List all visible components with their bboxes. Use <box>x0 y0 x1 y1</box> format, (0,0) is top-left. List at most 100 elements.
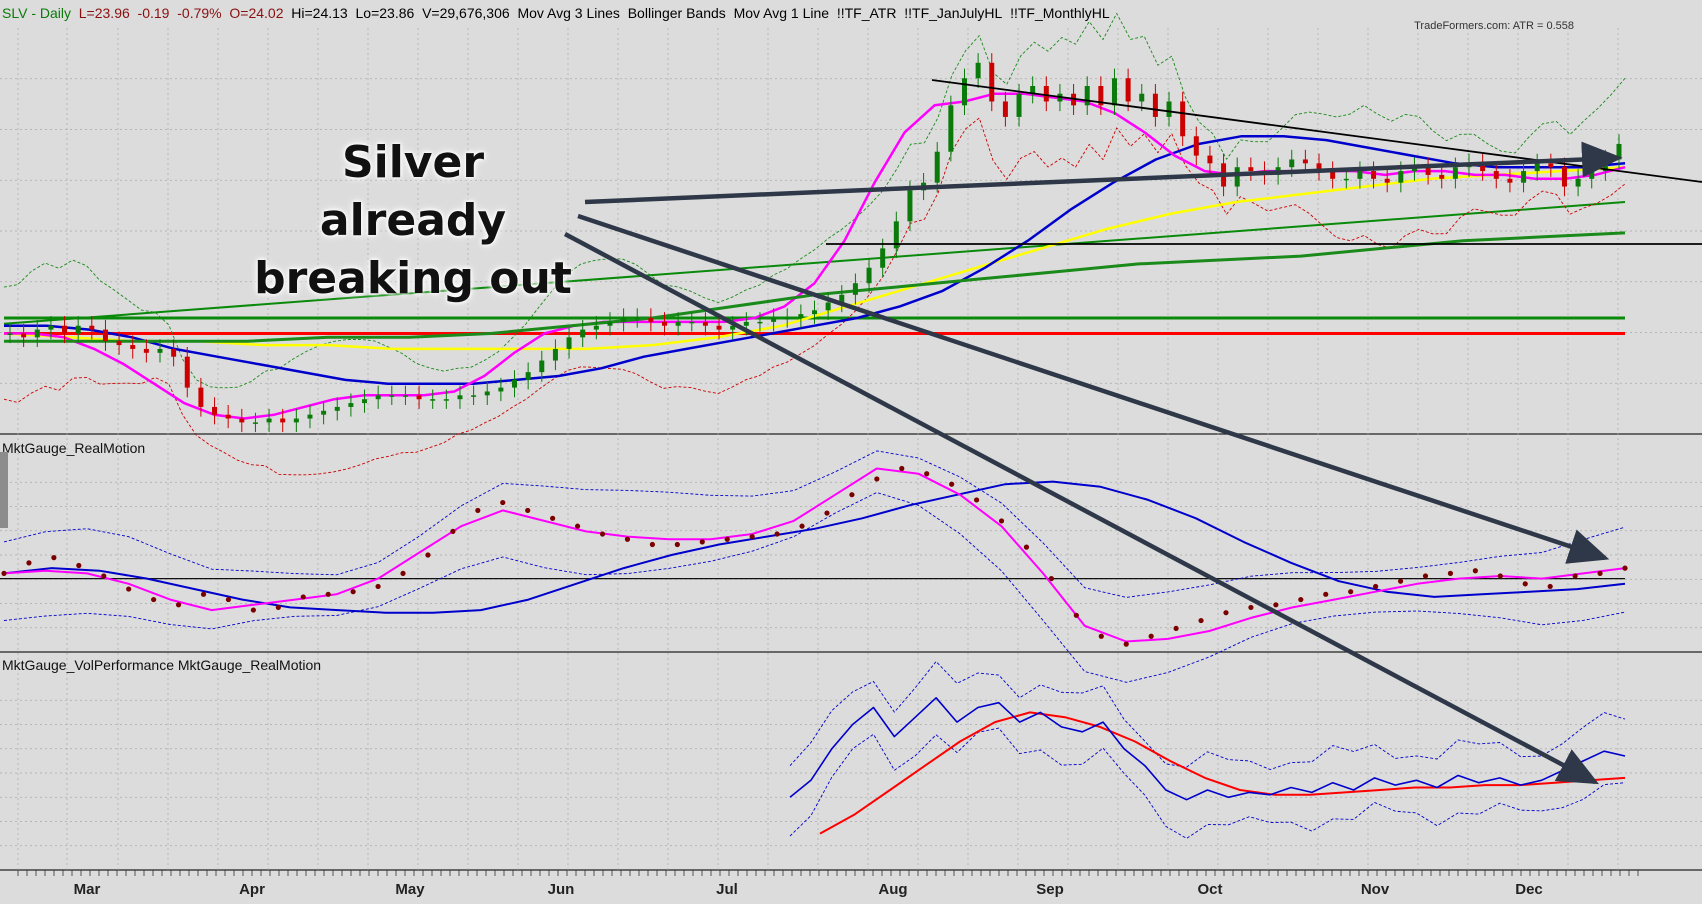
candle-body <box>566 337 572 349</box>
atr-note: TradeFormers.com: ATR = 0.558 <box>1414 20 1574 32</box>
long-term-support-line <box>3 201 1626 325</box>
month-label-dec: Dec <box>1515 881 1543 898</box>
candle-body <box>961 78 967 106</box>
candle-body <box>252 422 258 424</box>
candle-body <box>989 62 995 102</box>
realmotion-dot <box>1098 633 1104 639</box>
realmotion-dot <box>1397 578 1404 584</box>
candle-body <box>716 325 722 330</box>
candle-body <box>402 395 408 397</box>
candle-body <box>1166 101 1172 117</box>
candle-body <box>689 321 695 324</box>
candle-body <box>1193 136 1199 156</box>
candle-body <box>607 321 613 326</box>
realmotion-dot <box>974 497 980 503</box>
volperf-lower-band <box>789 727 1626 839</box>
candle-body <box>1152 93 1158 117</box>
realmotion-dot <box>1323 591 1329 597</box>
candle-body <box>130 345 136 349</box>
realmotion-dot <box>1622 565 1628 571</box>
candle-body <box>198 387 204 407</box>
realmotion-dot <box>1273 602 1279 608</box>
last-price: L=23.96 <box>78 5 130 21</box>
candle-body <box>1384 178 1390 183</box>
candle-body <box>1234 167 1240 187</box>
candle-body <box>648 318 654 322</box>
candle-body <box>1398 171 1404 183</box>
candle-body <box>1016 93 1022 117</box>
candle-body <box>1180 101 1186 137</box>
candle-body <box>1002 101 1008 117</box>
realmotion-dot <box>425 552 431 558</box>
realmotion-dot <box>1223 610 1229 616</box>
candle-body <box>1548 163 1554 168</box>
realmotion-dot <box>200 591 207 597</box>
candle-body <box>21 333 27 338</box>
realmotion-dot <box>101 573 107 579</box>
realmotion-dot <box>1572 573 1578 579</box>
indicator-ma3: Mov Avg 3 Lines <box>517 5 620 21</box>
volperf-panel-title: MktGauge_VolPerformance MktGauge_RealMot… <box>2 657 322 673</box>
candle-body <box>1111 78 1117 106</box>
breakout-annotation: Silver already breaking out <box>248 134 578 308</box>
realmotion-dot <box>724 536 730 542</box>
candle-body <box>293 418 299 423</box>
realmotion-dot <box>1472 568 1478 574</box>
candle-body <box>334 406 340 411</box>
realmotion-dot <box>76 562 82 569</box>
candle-body <box>702 321 708 326</box>
candle-body <box>102 329 108 342</box>
volume: V=29,676,306 <box>422 5 510 21</box>
realmotion-lower-band <box>3 492 1626 683</box>
candle-body <box>143 348 149 353</box>
candle-body <box>784 318 790 320</box>
candle-body <box>225 414 231 419</box>
candle-body <box>1207 155 1213 164</box>
volperf-average-line <box>819 711 1626 835</box>
candle-body <box>1493 171 1499 179</box>
candle-body <box>852 283 858 295</box>
candle-body <box>975 62 981 79</box>
realmotion-dot <box>1148 633 1154 639</box>
realmotion-dot <box>774 531 780 537</box>
realmotion-dot <box>325 591 331 597</box>
realmotion-dot <box>924 471 930 477</box>
candle-body <box>1452 167 1458 179</box>
realmotion-dot <box>1 570 7 576</box>
volperf-line <box>789 696 1626 801</box>
realmotion-dot <box>799 523 805 529</box>
candle-body <box>880 248 886 268</box>
candle-body <box>1534 163 1540 172</box>
candle-body <box>771 318 777 322</box>
candle-body <box>348 403 354 407</box>
realmotion-dot <box>1023 544 1030 550</box>
candle-body <box>34 329 40 338</box>
realmotion-dot <box>1248 604 1254 611</box>
candle-body <box>1330 171 1336 179</box>
realmotion-dot <box>1298 596 1304 603</box>
candle-body <box>1139 93 1145 102</box>
candle-body <box>634 318 640 320</box>
candle-body <box>375 395 381 400</box>
candle-body <box>457 395 463 400</box>
candle-body <box>1084 86 1090 106</box>
realmotion-dot <box>500 499 506 506</box>
candle-body <box>471 395 477 397</box>
realmotion-upper-band <box>3 450 1626 598</box>
candle-body <box>593 325 599 330</box>
realmotion-dot <box>350 589 356 595</box>
realmotion-dot <box>949 481 955 487</box>
open-price: O=24.02 <box>229 5 284 21</box>
candle-body <box>62 325 68 334</box>
month-label-jun: Jun <box>548 881 575 898</box>
realmotion-dot <box>1073 612 1079 618</box>
candle-body <box>7 333 13 335</box>
realmotion-dot <box>824 510 830 516</box>
candle-body <box>321 410 327 415</box>
realmotion-dot <box>674 541 680 548</box>
candle-body <box>948 105 954 152</box>
indicator-janjulyhl: !!TF_JanJulyHL <box>904 5 1003 21</box>
resistance-trendline <box>931 79 1702 183</box>
month-label-mar: Mar <box>74 881 101 898</box>
realmotion-dot <box>649 541 656 548</box>
